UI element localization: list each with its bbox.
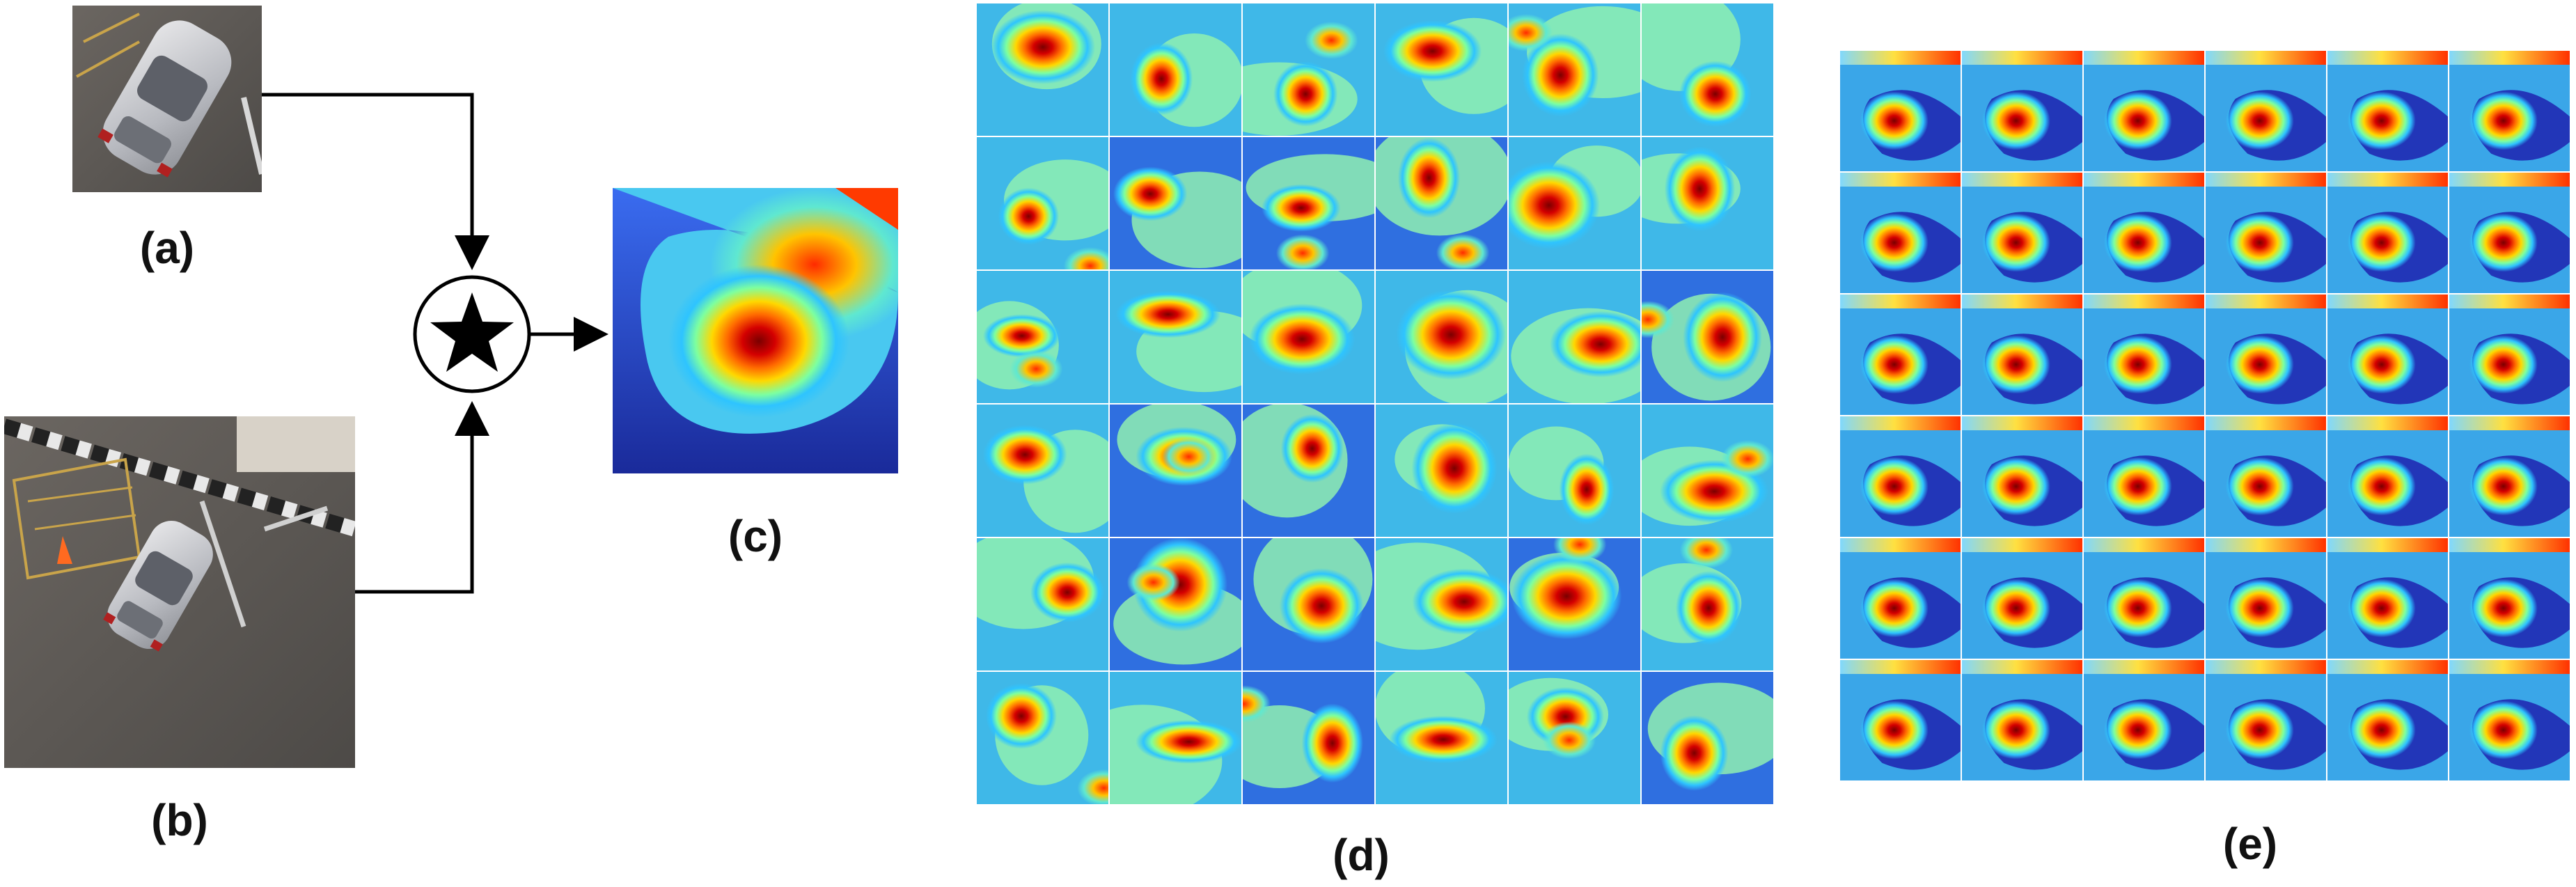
correlation-tile (2448, 171, 2571, 295)
panel-label-d: (d) (1333, 830, 1390, 880)
feature-tile (1108, 136, 1243, 271)
feature-tile (975, 2, 1110, 137)
correlation-tile (2082, 49, 2206, 173)
feature-tile (1640, 537, 1775, 672)
feature-tile (1640, 2, 1775, 137)
feature-tile (1108, 403, 1243, 538)
panel-label-e: (e) (2223, 819, 2277, 869)
feature-tile (1507, 269, 1642, 405)
correlation-tile (2448, 415, 2571, 538)
correlation-tile (2082, 293, 2206, 416)
correlation-tile (1961, 293, 2084, 416)
connector-b (355, 401, 489, 594)
correlation-tile (2204, 49, 2327, 173)
correlation-tile (2204, 171, 2327, 295)
correlation-tile (2448, 659, 2571, 782)
correlation-tile (2082, 659, 2206, 782)
correlation-tile (2082, 537, 2206, 660)
feature-tile (1241, 2, 1376, 137)
correlation-map-grid (1839, 49, 2571, 782)
feature-tile (1241, 403, 1376, 538)
correlation-tile (1839, 171, 1962, 295)
feature-tile (1507, 670, 1642, 806)
correlation-tile (1961, 537, 2084, 660)
feature-tile (1507, 403, 1642, 538)
feature-tile (1374, 403, 1509, 538)
panel-label-a: (a) (140, 223, 194, 273)
correlation-tile (1839, 293, 1962, 416)
feature-tile (1374, 136, 1509, 271)
star-correlation-icon (413, 275, 531, 393)
panel-label-b: (b) (151, 795, 208, 845)
feature-tile (1640, 670, 1775, 806)
panel-label-c: (c) (728, 511, 783, 561)
feature-tile (975, 670, 1110, 806)
feature-tile (1507, 2, 1642, 137)
correlation-tile (2448, 293, 2571, 416)
feature-tile (1507, 136, 1642, 271)
correlation-tile (1839, 659, 1962, 782)
correlation-tile (2204, 659, 2327, 782)
feature-tile (1108, 670, 1243, 806)
search-image (4, 416, 355, 768)
feature-tile (1108, 537, 1243, 672)
feature-tile (1507, 537, 1642, 672)
correlation-tile (2204, 415, 2327, 538)
correlation-tile (2326, 171, 2449, 295)
correlation-tile (2448, 537, 2571, 660)
correlation-tile (1961, 171, 2084, 295)
correlation-tile (1839, 49, 1962, 173)
correlation-tile (1839, 415, 1962, 538)
correlation-tile (2082, 415, 2206, 538)
feature-tile (1374, 670, 1509, 806)
feature-tile (1374, 2, 1509, 137)
car-shape-search (103, 521, 213, 652)
correlation-tile (2204, 293, 2327, 416)
feature-tile (975, 537, 1110, 672)
feature-tile (975, 136, 1110, 271)
correlation-tile (2326, 415, 2449, 538)
correlation-tile (1961, 415, 2084, 538)
feature-tile (1241, 670, 1376, 806)
feature-tile (1640, 403, 1775, 538)
connector-a (262, 93, 489, 270)
correlation-tile (1961, 49, 2084, 173)
feature-tile (1241, 269, 1376, 405)
correlation-tile (1961, 659, 2084, 782)
flow-connectors (262, 93, 608, 594)
feature-tile (1374, 269, 1509, 405)
feature-tile (975, 269, 1110, 405)
correlation-tile (2326, 49, 2449, 173)
correlation-tile (2448, 49, 2571, 173)
feature-map-grid (975, 2, 1775, 806)
feature-tile (1640, 269, 1775, 405)
feature-tile (1108, 2, 1243, 137)
correlation-tile (1839, 537, 1962, 660)
feature-tile (1241, 136, 1376, 271)
correlation-tile (2326, 537, 2449, 660)
feature-tile (975, 403, 1110, 538)
response-map (613, 188, 898, 473)
feature-tile (1108, 269, 1243, 405)
template-image (72, 6, 262, 192)
correlation-tile (2204, 537, 2327, 660)
feature-tile (1374, 537, 1509, 672)
correlation-tile (2082, 171, 2206, 295)
feature-tile (1640, 136, 1775, 271)
correlation-tile (2326, 659, 2449, 782)
car-shape (97, 20, 232, 178)
correlation-tile (2326, 293, 2449, 416)
feature-tile (1241, 537, 1376, 672)
